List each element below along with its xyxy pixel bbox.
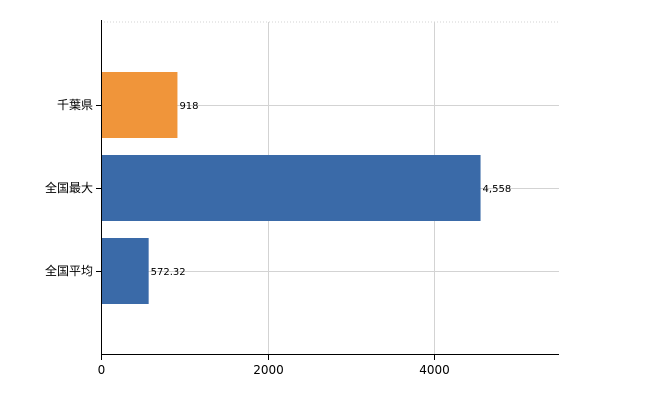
bar-1 — [102, 155, 481, 221]
axis-layer — [96, 20, 559, 360]
bar-value-label: 572.32 — [151, 267, 186, 278]
y-tick-label: 千葉県 — [57, 98, 93, 112]
x-tick-label: 2000 — [253, 363, 284, 377]
x-tick-label: 0 — [98, 363, 106, 377]
bar-value-label: 918 — [179, 101, 198, 112]
y-tick-label: 全国平均 — [45, 263, 93, 278]
bar-layer — [102, 72, 481, 304]
bar-2 — [102, 238, 149, 304]
x-tick-label: 4000 — [419, 363, 450, 377]
bar-value-label: 4,558 — [483, 184, 512, 195]
label-layer: 918 千葉県 4,558 全国最大 572.32 全国平均 0 2000 4000 — [45, 98, 511, 377]
y-tick-label: 全国最大 — [45, 180, 93, 195]
bar-0 — [102, 72, 178, 138]
